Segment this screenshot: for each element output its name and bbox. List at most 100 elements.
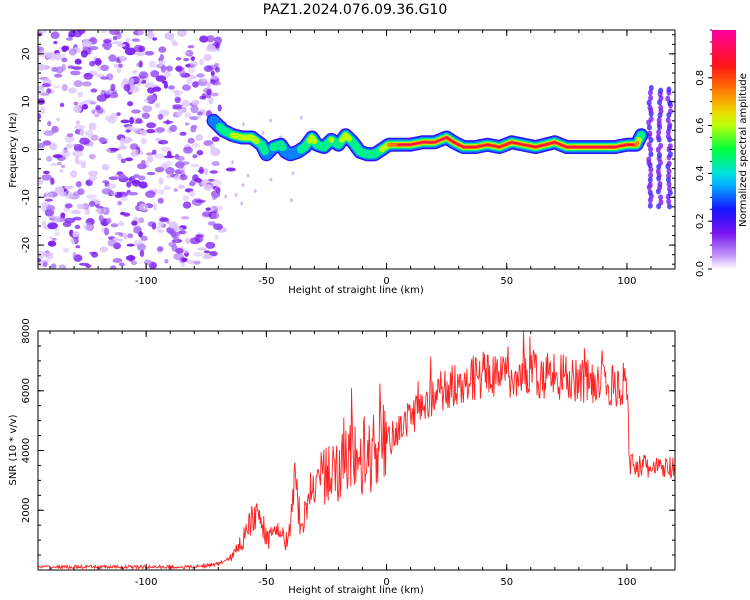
noise-blob: [142, 105, 153, 113]
noise-blob: [189, 60, 199, 67]
noise-blob: [166, 65, 173, 72]
streak-blob: [666, 198, 672, 205]
noise-blob: [190, 163, 200, 168]
spectrogram-ytick-label: 20: [21, 48, 32, 61]
noise-blob: [205, 241, 216, 249]
noise-blob: [43, 170, 50, 175]
streak-blob: [648, 172, 654, 179]
noise-blob: [207, 221, 216, 226]
ridge-point: [474, 145, 477, 149]
ridge-point: [429, 141, 432, 144]
noise-blob: [162, 139, 167, 145]
noise-blob: [50, 31, 60, 39]
ridge-point: [613, 145, 617, 149]
noise-blob: [269, 118, 272, 123]
colorbar-tick-label: 0.6: [695, 118, 706, 134]
snr-xtick-label: 0: [383, 577, 389, 588]
noise-blob: [125, 255, 136, 261]
noise-blob: [176, 156, 185, 161]
noise-blob: [189, 116, 199, 121]
noise-blob: [155, 75, 167, 82]
ridge-point: [405, 143, 408, 146]
noise-blob: [82, 104, 89, 110]
ridge-point: [462, 145, 465, 149]
noise-blob: [104, 227, 110, 236]
streak-blob: [658, 87, 664, 94]
noise-blob: [60, 164, 66, 168]
ridge-point: [585, 145, 589, 149]
ridge-point: [583, 145, 587, 149]
noise-blob: [158, 46, 167, 53]
colorbar-tick-label: 0.0: [695, 261, 706, 277]
noise-blob: [184, 122, 190, 126]
noise-blob: [192, 154, 198, 159]
ridge-point: [516, 142, 519, 145]
noise-blob: [100, 76, 109, 80]
noise-blob: [131, 70, 138, 74]
noise-blob: [38, 258, 41, 263]
noise-blob: [120, 195, 128, 202]
ridge-point: [464, 145, 467, 149]
noise-blob: [155, 63, 166, 69]
noise-blob: [193, 260, 201, 265]
noise-blob: [119, 137, 125, 146]
noise-blob: [152, 86, 162, 92]
noise-blob: [126, 181, 132, 188]
noise-blob: [125, 37, 131, 43]
noise-blob: [132, 127, 142, 134]
ridge-point: [466, 145, 469, 149]
streak-blob: [647, 104, 653, 111]
noise-blob: [108, 54, 117, 62]
noise-blob: [195, 134, 204, 141]
noise-blob: [210, 70, 215, 77]
ridge-point: [605, 145, 609, 149]
spectrogram-xtick-label: 100: [617, 276, 636, 287]
noise-blob: [182, 84, 191, 91]
noise-blob: [187, 137, 195, 144]
snr-xtick-label: 100: [617, 577, 636, 588]
noise-blob: [98, 137, 106, 143]
noise-blob: [153, 203, 157, 211]
noise-blob: [123, 138, 130, 144]
noise-blob: [157, 229, 165, 233]
noise-blob: [72, 231, 80, 238]
noise-blob: [193, 252, 203, 257]
noise-blob: [117, 153, 123, 161]
ridge-point: [520, 143, 523, 146]
streak-blob: [656, 117, 662, 124]
noise-blob: [137, 30, 145, 36]
noise-blob: [206, 89, 212, 96]
ridge-point: [565, 145, 568, 149]
noise-blob: [38, 178, 44, 185]
noise-blob: [141, 112, 150, 119]
ridge-point: [439, 138, 442, 142]
noise-blob: [151, 149, 157, 155]
noise-blob: [269, 177, 273, 182]
noise-blob: [113, 63, 118, 69]
noise-blob: [82, 222, 93, 231]
ridge-point: [524, 143, 527, 147]
noise-blob: [73, 101, 79, 106]
ridge-point: [328, 136, 335, 143]
noise-blob: [144, 51, 155, 56]
noise-blob: [123, 84, 131, 92]
streak-blob: [667, 143, 673, 150]
noise-blob: [45, 251, 54, 260]
streak-blob: [666, 181, 672, 188]
ridge-point: [407, 143, 410, 146]
noise-blob: [299, 115, 303, 120]
noise-blob: [107, 183, 117, 189]
noise-blob: [73, 80, 83, 88]
ridge-point: [492, 144, 495, 148]
noise-blob: [56, 66, 64, 74]
noise-blob: [138, 203, 149, 211]
noise-blob: [75, 120, 80, 125]
noise-blob: [199, 58, 205, 66]
noise-blob: [164, 32, 175, 40]
ridge-point: [526, 144, 529, 147]
noise-blob: [191, 99, 200, 106]
ridge-point: [482, 144, 485, 147]
noise-blob: [88, 153, 96, 160]
noise-blob: [131, 220, 138, 226]
noise-blob: [212, 195, 217, 201]
